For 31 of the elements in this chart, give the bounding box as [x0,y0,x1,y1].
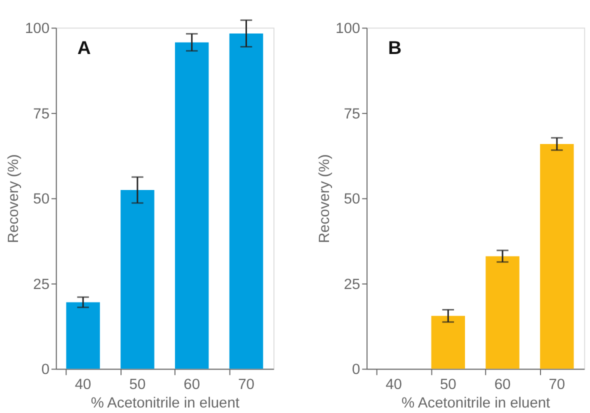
y-axis-title: Recovery (%) [316,154,333,244]
x-tick-label: 40 [386,376,402,393]
y-tick-label: 0 [41,362,50,378]
y-tick-label: 100 [336,21,360,38]
bar [431,316,465,369]
bar [229,33,264,369]
x-axis-title: % Acetonitrile in eluent [90,395,240,412]
x-axis-title: % Acetonitrile in eluent [402,395,550,412]
x-tick-label: 70 [238,376,254,393]
x-tick-label: 40 [74,376,92,393]
x-tick-label: 60 [184,376,200,393]
bar [540,144,574,369]
bar [66,302,100,369]
y-tick-label: 100 [24,21,50,38]
x-tick-label: 70 [548,376,566,393]
bar [120,190,154,369]
text: A [77,37,91,58]
x-tick-label: 50 [440,376,456,393]
y-tick-label: 25 [33,276,50,293]
y-tick-label: 75 [344,106,360,122]
y-tick-label: 50 [33,192,50,208]
y-axis-title: Recovery (%) [6,154,22,244]
x-tick-label: 60 [494,376,511,393]
y-tick-label: 75 [33,106,50,122]
bar [486,256,520,369]
x-tick-label: 50 [129,376,146,393]
y-tick-label: 25 [344,276,360,293]
y-tick-label: 50 [344,192,360,208]
bar [174,42,209,369]
text: B [388,37,402,58]
y-tick-label: 0 [352,362,360,378]
